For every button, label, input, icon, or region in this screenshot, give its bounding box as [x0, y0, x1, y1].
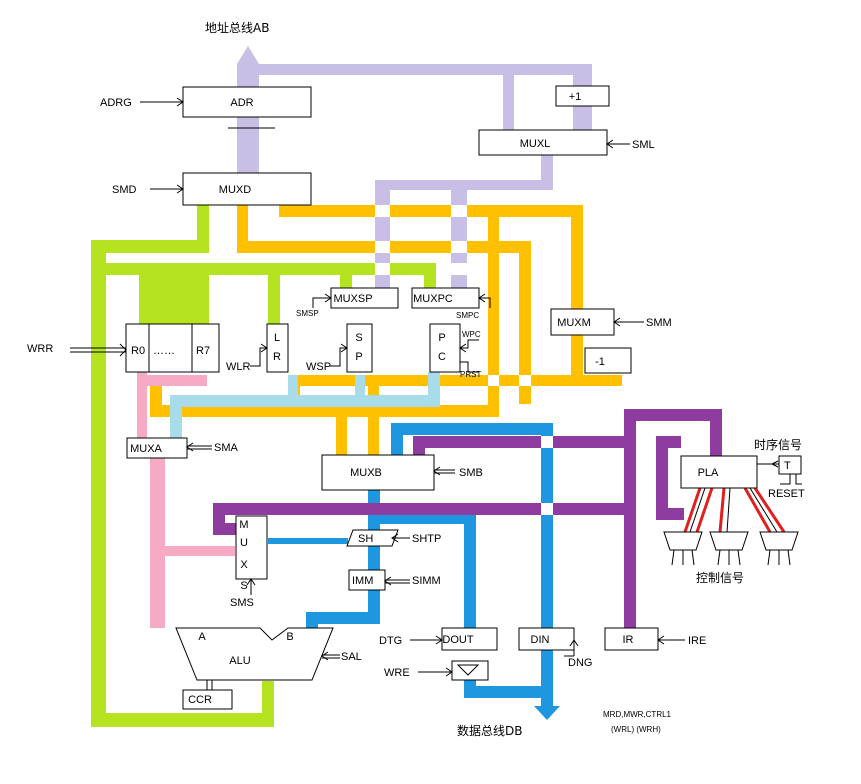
pc-p-label: P: [438, 332, 445, 344]
shtp-label: SHTP: [412, 533, 441, 545]
sml-label: SML: [632, 139, 655, 151]
muxl-label: MUXL: [520, 138, 551, 150]
muxpc-label: MUXPC: [413, 293, 453, 305]
alu-label: ALU: [229, 655, 250, 667]
prst-label: PRST: [460, 370, 481, 379]
t-unit: T: [778, 455, 802, 475]
wlr-label: WLR: [226, 361, 251, 373]
mux-s-unit: M U X S: [235, 515, 268, 592]
plus1-unit: +1: [555, 85, 610, 107]
din-label: DIN: [531, 634, 550, 646]
imm-label: IMM: [352, 575, 373, 587]
ir-unit: IR: [604, 627, 659, 651]
signal-labels: ADRG SMD SML SMSP SMPC WPC PRST SMM WRR …: [27, 97, 805, 734]
smd-label: SMD: [112, 184, 137, 196]
sh-unit: SH: [346, 529, 399, 547]
reset-label: RESET: [768, 488, 805, 500]
mrd-mwr-label: MRD,MWR,CTRL1: [603, 710, 672, 719]
muxl-unit: MUXL: [478, 129, 608, 156]
din-unit: DIN: [518, 627, 575, 651]
address-bus: [237, 46, 592, 290]
bus-crossings: [375, 205, 553, 515]
lr-r-label: R: [273, 351, 281, 363]
simm-label: SIMM: [412, 575, 441, 587]
alu-b-label: B: [286, 631, 293, 643]
ire-label: IRE: [688, 635, 706, 647]
wsp-label: WSP: [306, 361, 331, 373]
sal-label: SAL: [341, 651, 362, 663]
plus1-label: +1: [569, 91, 582, 103]
pink-bus: [137, 372, 235, 628]
dtg-label: DTG: [379, 635, 402, 647]
green-bus: [91, 205, 436, 727]
sp-s-label: S: [355, 332, 362, 344]
dout-unit: DOUT: [441, 627, 498, 651]
wre-label: WRE: [384, 667, 410, 679]
ccr-label: CCR: [188, 694, 212, 706]
dng-label: DNG: [568, 657, 592, 669]
tristate-buffer: [451, 660, 489, 681]
sp-p-label: P: [355, 351, 362, 363]
muxb-label: MUXB: [350, 467, 382, 479]
muxa-unit: MUXA: [126, 437, 188, 459]
lr-register: L R: [266, 323, 289, 373]
t-label: T: [784, 460, 791, 472]
sp-register: S P: [346, 323, 373, 373]
lr-l-label: L: [274, 332, 280, 344]
wrr-label: WRR: [27, 343, 53, 355]
data-bus-label: 数据总线DB: [457, 723, 522, 738]
sms-label: SMS: [230, 597, 254, 609]
alu-a-label: A: [198, 631, 206, 643]
timing-signal-label: 时序信号: [754, 437, 802, 452]
muxm-unit: MUXM: [550, 308, 615, 336]
minus1-label: -1: [595, 356, 605, 368]
smb-label: SMB: [459, 467, 483, 479]
smpc-label: SMPC: [456, 311, 479, 320]
muxd-unit: MUXD: [182, 172, 312, 206]
wrl-wrh-label: (WRL) (WRH): [611, 725, 661, 734]
lightblue-bus: [170, 372, 440, 440]
minus1-unit: -1: [584, 347, 632, 374]
muxb-unit: MUXB: [321, 454, 435, 491]
muxsp-unit: MUXSP: [330, 287, 399, 309]
pla-label: PLA: [698, 467, 719, 479]
mux-s-label: S: [240, 580, 247, 592]
control-drivers: [663, 531, 799, 566]
smm-label: SMM: [646, 317, 672, 329]
dout-label: DOUT: [442, 634, 473, 646]
adr-register: ADR: [182, 86, 312, 129]
imm-unit: IMM: [348, 569, 386, 591]
muxm-label: MUXM: [557, 317, 591, 329]
muxpc-unit: MUXPC: [411, 287, 480, 309]
muxsp-label: MUXSP: [333, 293, 372, 305]
bus-labels: 地址总线AB 数据总线DB 时序信号 控制信号: [205, 21, 802, 738]
muxd-label: MUXD: [219, 184, 251, 196]
pc-c-label: C: [438, 351, 446, 363]
register-file: R0 …… R7: [125, 323, 220, 373]
pc-register: P C: [429, 323, 461, 373]
adrg-label: ADRG: [100, 97, 132, 109]
mux-x-label: X: [240, 559, 248, 571]
r7-label: R7: [196, 345, 210, 357]
adr-label: ADR: [230, 97, 253, 109]
sh-label: SH: [358, 533, 373, 545]
control-signal-label: 控制信号: [696, 571, 744, 585]
r0-label: R0: [131, 345, 145, 357]
address-bus-label: 地址总线AB: [205, 21, 269, 35]
signal-arrows: [70, 97, 802, 690]
muxa-label: MUXA: [130, 443, 162, 455]
alu-unit: A B ALU: [175, 627, 334, 681]
ccr-unit: CCR: [182, 689, 233, 710]
wpc-label: WPC: [462, 330, 481, 339]
sma-label: SMA: [214, 442, 239, 454]
ir-label: IR: [623, 634, 634, 646]
pla-unit: PLA: [680, 455, 758, 489]
mux-u-label: U: [240, 537, 248, 549]
mux-m-label: M: [239, 519, 248, 531]
register-dots: ……: [153, 345, 175, 357]
smsp-label: SMSP: [296, 309, 319, 318]
yellow-bus: [150, 205, 622, 455]
pla-control-lines: [683, 487, 786, 533]
